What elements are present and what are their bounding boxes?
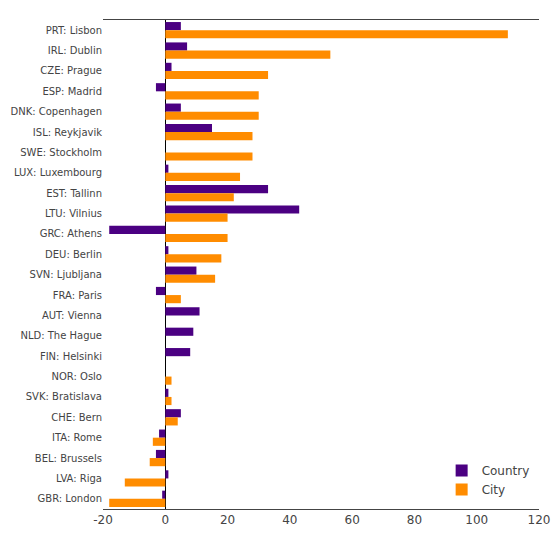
svg-text:100: 100	[465, 513, 488, 527]
svg-text:BEL: Brussels: BEL: Brussels	[35, 453, 102, 464]
svg-text:CHE: Bern: CHE: Bern	[51, 412, 102, 423]
svg-text:SVK: Bratislava: SVK: Bratislava	[26, 391, 102, 402]
svg-text:-20: -20	[93, 513, 113, 527]
svg-text:20: 20	[220, 513, 235, 527]
svg-text:DNK: Copenhagen: DNK: Copenhagen	[10, 106, 102, 117]
svg-text:DEU: Berlin: DEU: Berlin	[45, 249, 102, 260]
svg-text:GBR: London: GBR: London	[38, 493, 102, 504]
svg-text:FIN: Helsinki: FIN: Helsinki	[40, 351, 102, 362]
svg-text:City: City	[482, 483, 506, 497]
svg-text:CZE: Prague: CZE: Prague	[40, 65, 102, 76]
svg-text:LTU: Vilnius: LTU: Vilnius	[45, 208, 102, 219]
svg-text:ISL: Reykjavik: ISL: Reykjavik	[33, 127, 102, 138]
svg-text:NLD: The Hague: NLD: The Hague	[20, 330, 102, 341]
svg-text:GRC: Athens: GRC: Athens	[40, 228, 102, 239]
svg-text:FRA: Paris: FRA: Paris	[53, 290, 102, 301]
svg-text:120: 120	[528, 513, 551, 527]
svg-text:Country: Country	[482, 464, 530, 478]
svg-text:SVN: Ljubljana: SVN: Ljubljana	[30, 269, 102, 280]
svg-text:60: 60	[344, 513, 359, 527]
svg-text:SWE: Stockholm: SWE: Stockholm	[20, 147, 102, 158]
svg-text:ITA: Rome: ITA: Rome	[52, 432, 102, 443]
svg-text:LVA: Riga: LVA: Riga	[56, 473, 102, 484]
svg-text:LUX: Luxembourg: LUX: Luxembourg	[14, 167, 102, 178]
svg-text:AUT: Vienna: AUT: Vienna	[42, 310, 102, 321]
svg-text:EST: Tallinn: EST: Tallinn	[46, 188, 102, 199]
svg-text:40: 40	[282, 513, 297, 527]
svg-text:0: 0	[161, 513, 169, 527]
svg-text:IRL: Dublin: IRL: Dublin	[48, 45, 102, 56]
svg-text:80: 80	[407, 513, 422, 527]
svg-text:NOR: Oslo: NOR: Oslo	[51, 371, 102, 382]
svg-text:PRT: Lisbon: PRT: Lisbon	[46, 25, 102, 36]
svg-text:ESP: Madrid: ESP: Madrid	[42, 86, 102, 97]
